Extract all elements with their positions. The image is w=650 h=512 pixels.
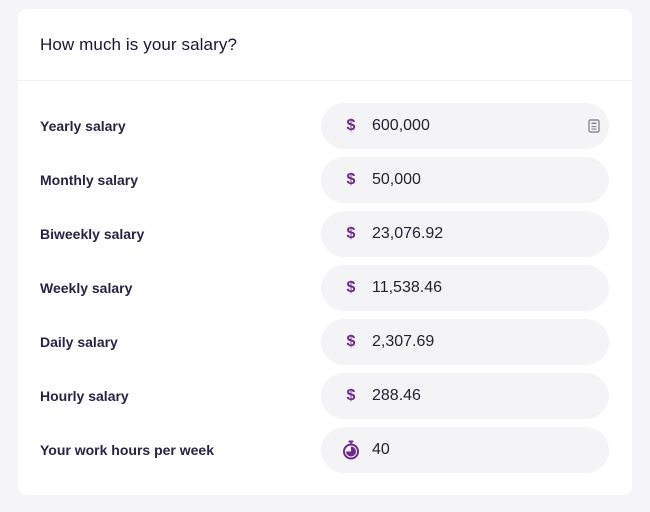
daily-salary-label: Daily salary xyxy=(40,334,118,350)
monthly-salary-input[interactable] xyxy=(370,170,574,190)
work-hours-label: Your work hours per week xyxy=(40,442,215,458)
dollar-icon: $ xyxy=(346,171,356,188)
biweekly-salary-input[interactable] xyxy=(370,224,574,244)
calculator-icon[interactable] xyxy=(587,119,601,133)
weekly-salary-field[interactable]: $ xyxy=(321,265,609,311)
yearly-salary-input[interactable] xyxy=(370,116,574,136)
weekly-salary-label: Weekly salary xyxy=(40,280,133,296)
stopwatch-icon xyxy=(341,440,361,460)
card-title: How much is your salary? xyxy=(40,34,238,54)
dollar-icon: $ xyxy=(346,333,356,350)
hourly-salary-field[interactable]: $ xyxy=(321,373,609,419)
salary-card: How much is your salary? Yearly salary $… xyxy=(18,9,632,495)
monthly-salary-field[interactable]: $ xyxy=(321,157,609,203)
hourly-salary-label: Hourly salary xyxy=(40,388,129,404)
row-hourly-salary: Hourly salary $ xyxy=(18,373,632,419)
weekly-salary-input[interactable] xyxy=(370,278,574,298)
row-work-hours: Your work hours per week xyxy=(18,427,632,473)
daily-salary-input[interactable] xyxy=(370,332,574,352)
yearly-salary-label: Yearly salary xyxy=(40,118,126,134)
row-biweekly-salary: Biweekly salary $ xyxy=(18,211,632,257)
dollar-icon: $ xyxy=(346,279,356,296)
monthly-salary-label: Monthly salary xyxy=(40,172,139,188)
row-weekly-salary: Weekly salary $ xyxy=(18,265,632,311)
hourly-salary-input[interactable] xyxy=(370,386,574,406)
work-hours-input[interactable] xyxy=(370,440,574,460)
work-hours-field[interactable] xyxy=(321,427,609,473)
dollar-icon: $ xyxy=(346,387,356,404)
dollar-icon: $ xyxy=(346,225,356,242)
daily-salary-field[interactable]: $ xyxy=(321,319,609,365)
yearly-salary-field[interactable]: $ xyxy=(321,103,609,149)
row-yearly-salary: Yearly salary $ xyxy=(18,103,632,149)
biweekly-salary-label: Biweekly salary xyxy=(40,226,145,242)
biweekly-salary-field[interactable]: $ xyxy=(321,211,609,257)
row-monthly-salary: Monthly salary $ xyxy=(18,157,632,203)
row-daily-salary: Daily salary $ xyxy=(18,319,632,365)
card-header: How much is your salary? xyxy=(18,9,632,81)
dollar-icon: $ xyxy=(346,117,356,134)
